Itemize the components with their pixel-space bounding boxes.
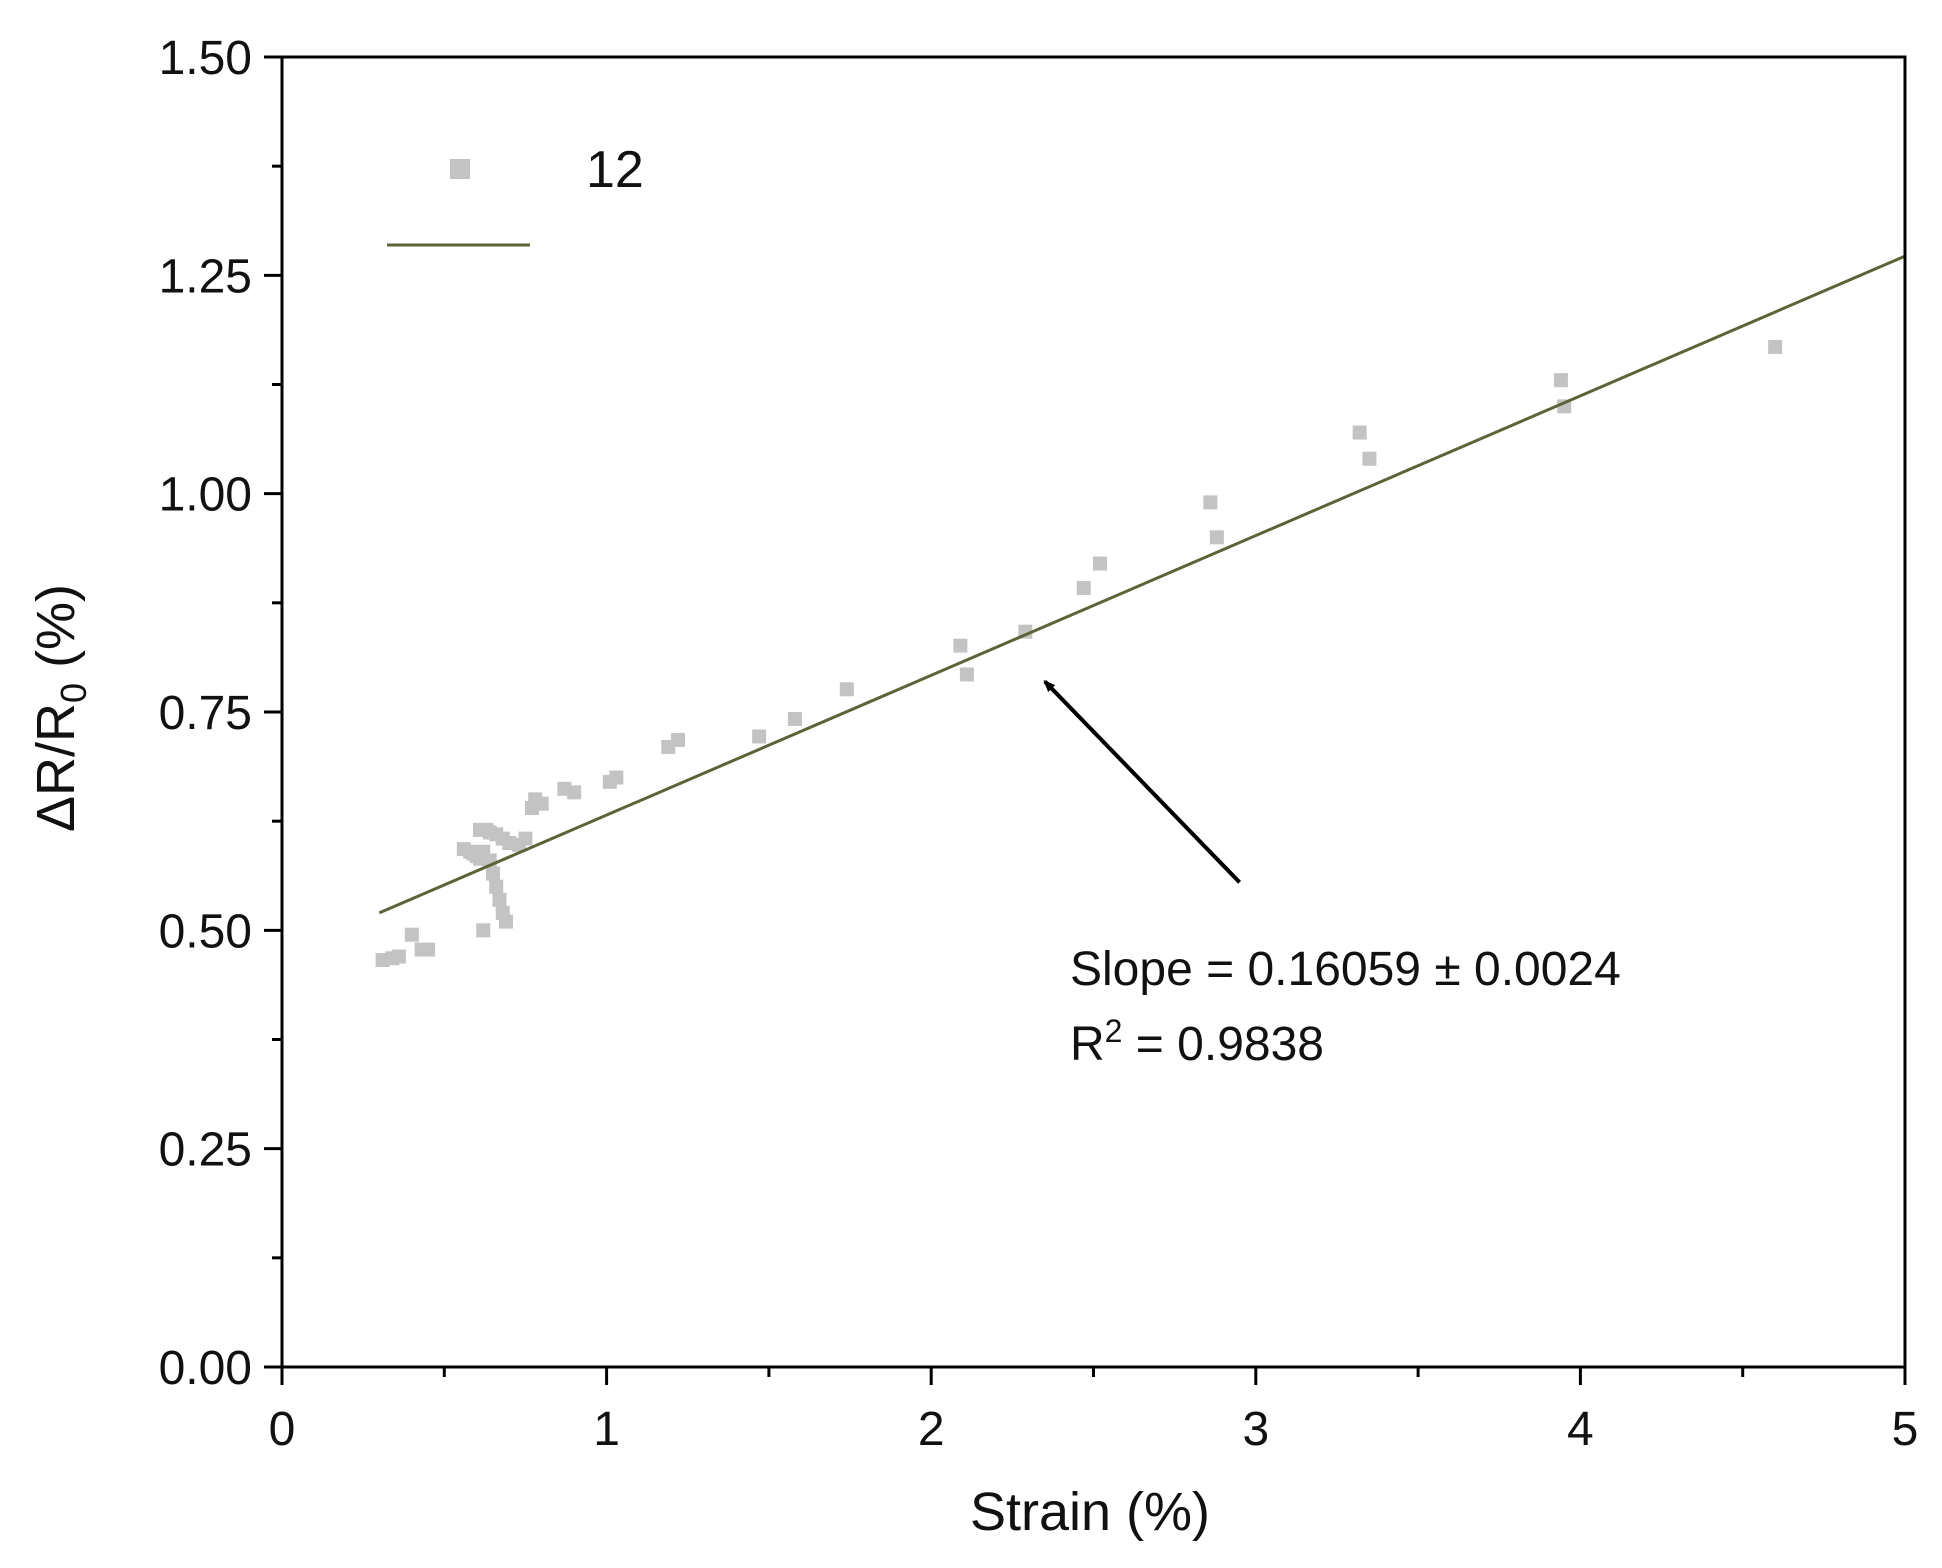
y-tick-label: 0.75 — [159, 687, 252, 740]
r-squared-exponent: 2 — [1105, 1013, 1123, 1049]
data-point — [752, 729, 767, 744]
data-point — [1209, 530, 1224, 545]
slope-text: Slope = 0.16059 ± 0.0024 — [1070, 943, 1621, 996]
data-point — [839, 682, 854, 697]
data-point — [671, 732, 686, 747]
x-tick-label: 5 — [1892, 1403, 1919, 1456]
data-point — [1076, 580, 1091, 595]
fit-line — [378, 254, 1906, 915]
x-axis-label: Strain (%) — [970, 1482, 1210, 1542]
plot-layer — [375, 254, 1906, 968]
x-tick-label: 4 — [1567, 1403, 1594, 1456]
data-point — [476, 923, 491, 938]
y-axis-label-suffix: (%) — [26, 584, 86, 683]
data-point — [787, 711, 802, 726]
data-point — [609, 770, 624, 785]
plot-frame — [280, 55, 1907, 1369]
data-point — [485, 866, 500, 881]
r-squared-text: R2 = 0.9838 — [1070, 1013, 1324, 1071]
data-point — [498, 914, 513, 929]
data-point — [489, 879, 504, 894]
x-tick-label: 0 — [269, 1403, 296, 1456]
data-point — [1092, 556, 1107, 571]
r-squared-value: = 0.9838 — [1122, 1018, 1324, 1071]
data-point — [1553, 373, 1568, 388]
data-point — [391, 949, 406, 964]
data-point — [1203, 495, 1218, 510]
y-tick-label: 1.25 — [159, 250, 252, 303]
y-axis-label-main: ΔR/R — [26, 703, 86, 832]
fit-annotation: Slope = 0.16059 ± 0.0024 R2 = 0.9838 — [1070, 943, 1621, 1071]
data-point — [534, 796, 549, 811]
axes-layer: 0 1 2 3 4 50.000.250.500.751.001.251.50 — [159, 32, 1919, 1456]
data-point — [567, 785, 582, 800]
x-tick-label: 1 — [593, 1403, 620, 1456]
r-squared-prefix: R — [1070, 1018, 1105, 1071]
annotation-arrow — [1043, 679, 1242, 884]
legend-label-12: 12 — [586, 141, 644, 199]
x-tick-label: 2 — [918, 1403, 945, 1456]
data-point — [421, 942, 436, 957]
data-point — [1768, 339, 1783, 354]
y-axis-label-subscript: 0 — [53, 683, 94, 703]
data-point — [1352, 425, 1367, 440]
data-point — [959, 667, 974, 682]
y-tick-label: 0.25 — [159, 1124, 252, 1177]
data-point — [404, 927, 419, 942]
data-point — [1362, 451, 1377, 466]
legend: 12 — [387, 141, 644, 247]
y-tick-label: 0.00 — [159, 1342, 252, 1395]
y-tick-label: 1.50 — [159, 32, 252, 85]
y-tick-label: 0.50 — [159, 905, 252, 958]
data-point — [953, 638, 968, 653]
y-tick-label: 1.00 — [159, 469, 252, 522]
y-axis-label: ΔR/R0 (%) — [26, 584, 94, 832]
data-point — [518, 831, 533, 846]
data-point — [492, 892, 507, 907]
x-tick-label: 3 — [1242, 1403, 1269, 1456]
legend-marker-square — [450, 159, 470, 179]
